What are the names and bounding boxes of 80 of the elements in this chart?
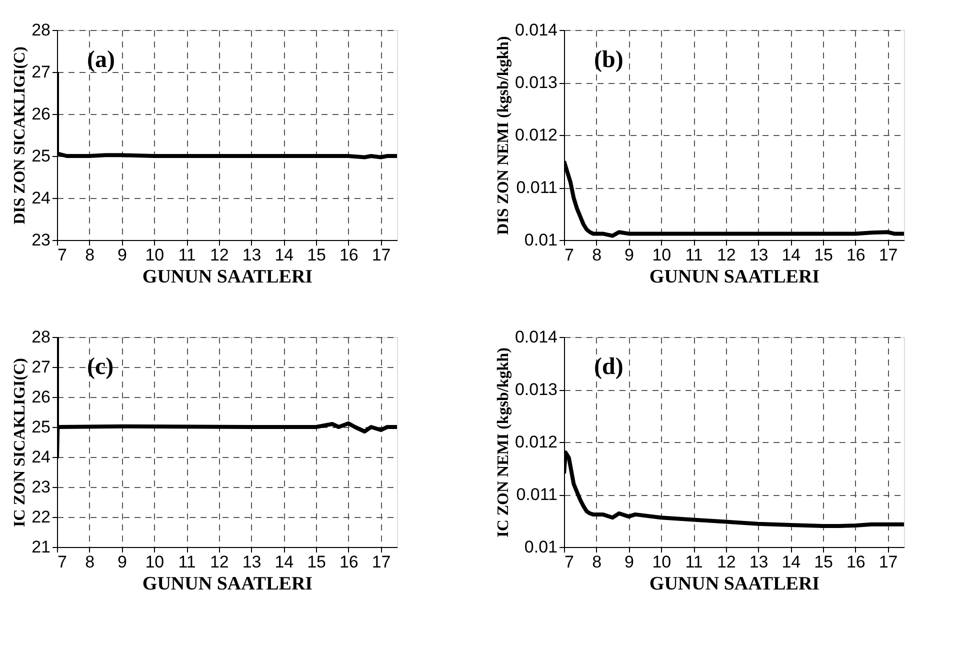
- y-tick-label: 0.013: [514, 73, 558, 92]
- x-tick-label: 14: [782, 246, 801, 264]
- y-tick-label: 23: [32, 478, 50, 496]
- x-tick-label: 12: [210, 552, 229, 572]
- x-tick-label: 17: [372, 246, 391, 264]
- x-tick-label: 9: [624, 552, 634, 572]
- y-tick-label: 26: [32, 104, 50, 124]
- x-tick-label: 17: [372, 552, 391, 572]
- x-tick-label: 8: [85, 552, 95, 572]
- x-tick-label: 8: [85, 246, 95, 264]
- x-tick-label: 16: [846, 246, 866, 264]
- y-tick-label: 27: [32, 62, 50, 82]
- x-tick-label: 12: [716, 552, 736, 572]
- y-tick-label: 0.01: [524, 538, 558, 556]
- y-tick-label: 22: [32, 508, 50, 526]
- y-tick-label: 23: [32, 230, 50, 250]
- x-tick-label: 15: [307, 552, 326, 572]
- x-tick-label: 8: [592, 552, 602, 572]
- x-tick-label: 10: [652, 246, 672, 264]
- x-tick-label: 17: [878, 246, 898, 264]
- x-tick-label: 15: [814, 552, 834, 572]
- x-tick-label: 7: [58, 552, 67, 572]
- y-tick-label: 21: [32, 538, 50, 556]
- y-axis-title: IC ZON NEMI (kgsb/kgkh): [494, 348, 512, 538]
- y-tick-label: 28: [32, 20, 50, 40]
- x-tick-label: 7: [564, 246, 574, 264]
- x-tick-label: 13: [749, 246, 768, 264]
- x-tick-label: 13: [242, 552, 262, 572]
- x-tick-label: 13: [749, 552, 768, 572]
- x-tick-label: 11: [685, 552, 703, 572]
- y-tick-label: 26: [32, 388, 50, 406]
- y-tick-label: 0.014: [514, 20, 558, 40]
- y-axis-title: DIS ZON SICAKLIGI(C): [12, 46, 29, 224]
- y-tick-label: 28: [32, 328, 50, 346]
- annotation: (c): [87, 354, 114, 380]
- x-tick-label: 9: [624, 246, 634, 264]
- annotation: (b): [594, 47, 624, 73]
- y-tick-label: 0.01: [524, 230, 558, 250]
- x-axis-title: GUNUN SAATLERI: [142, 574, 313, 594]
- y-tick-label: 0.012: [514, 432, 558, 452]
- y-tick-label: 27: [32, 358, 50, 376]
- x-tick-label: 14: [274, 246, 294, 264]
- x-axis-title: GUNUN SAATLERI: [649, 266, 820, 288]
- x-tick-label: 11: [685, 246, 703, 264]
- x-tick-label: 7: [58, 246, 67, 264]
- y-tick-label: 24: [32, 448, 50, 466]
- x-tick-label: 15: [307, 246, 326, 264]
- x-tick-label: 16: [339, 246, 358, 264]
- y-tick-label: 0.011: [516, 485, 558, 504]
- x-tick-label: 9: [118, 246, 127, 264]
- x-tick-label: 17: [878, 552, 898, 572]
- x-tick-label: 10: [652, 552, 672, 572]
- x-tick-label: 11: [178, 552, 196, 572]
- x-tick-label: 9: [118, 552, 127, 572]
- x-tick-label: 12: [210, 246, 229, 264]
- x-tick-label: 8: [592, 246, 602, 264]
- x-tick-label: 12: [716, 246, 736, 264]
- y-tick-label: 0.011: [516, 178, 558, 197]
- x-axis-title: GUNUN SAATLERI: [649, 574, 820, 594]
- x-tick-label: 10: [145, 552, 164, 572]
- y-axis-title: IC ZON SICAKLIGI(C): [12, 358, 29, 527]
- x-tick-label: 14: [274, 552, 294, 572]
- x-tick-label: 14: [782, 552, 801, 572]
- x-axis-title: GUNUN SAATLERI: [142, 266, 313, 288]
- x-tick-label: 13: [242, 246, 262, 264]
- y-tick-label: 0.012: [514, 126, 558, 144]
- y-tick-label: 0.014: [514, 328, 558, 346]
- x-tick-label: 16: [846, 552, 866, 572]
- y-tick-label: 25: [32, 418, 50, 436]
- y-tick-label: 25: [32, 146, 50, 166]
- annotation: (a): [87, 47, 115, 73]
- x-tick-label: 11: [178, 246, 196, 264]
- x-tick-label: 10: [145, 246, 164, 264]
- x-tick-label: 15: [814, 246, 834, 264]
- y-tick-label: 24: [32, 188, 50, 208]
- annotation: (d): [594, 354, 624, 380]
- y-axis-title: DIS ZON NEMI (kgsb/kgkh): [494, 36, 512, 235]
- x-tick-label: 7: [564, 552, 574, 572]
- y-tick-label: 0.013: [514, 380, 558, 399]
- x-tick-label: 16: [339, 552, 358, 572]
